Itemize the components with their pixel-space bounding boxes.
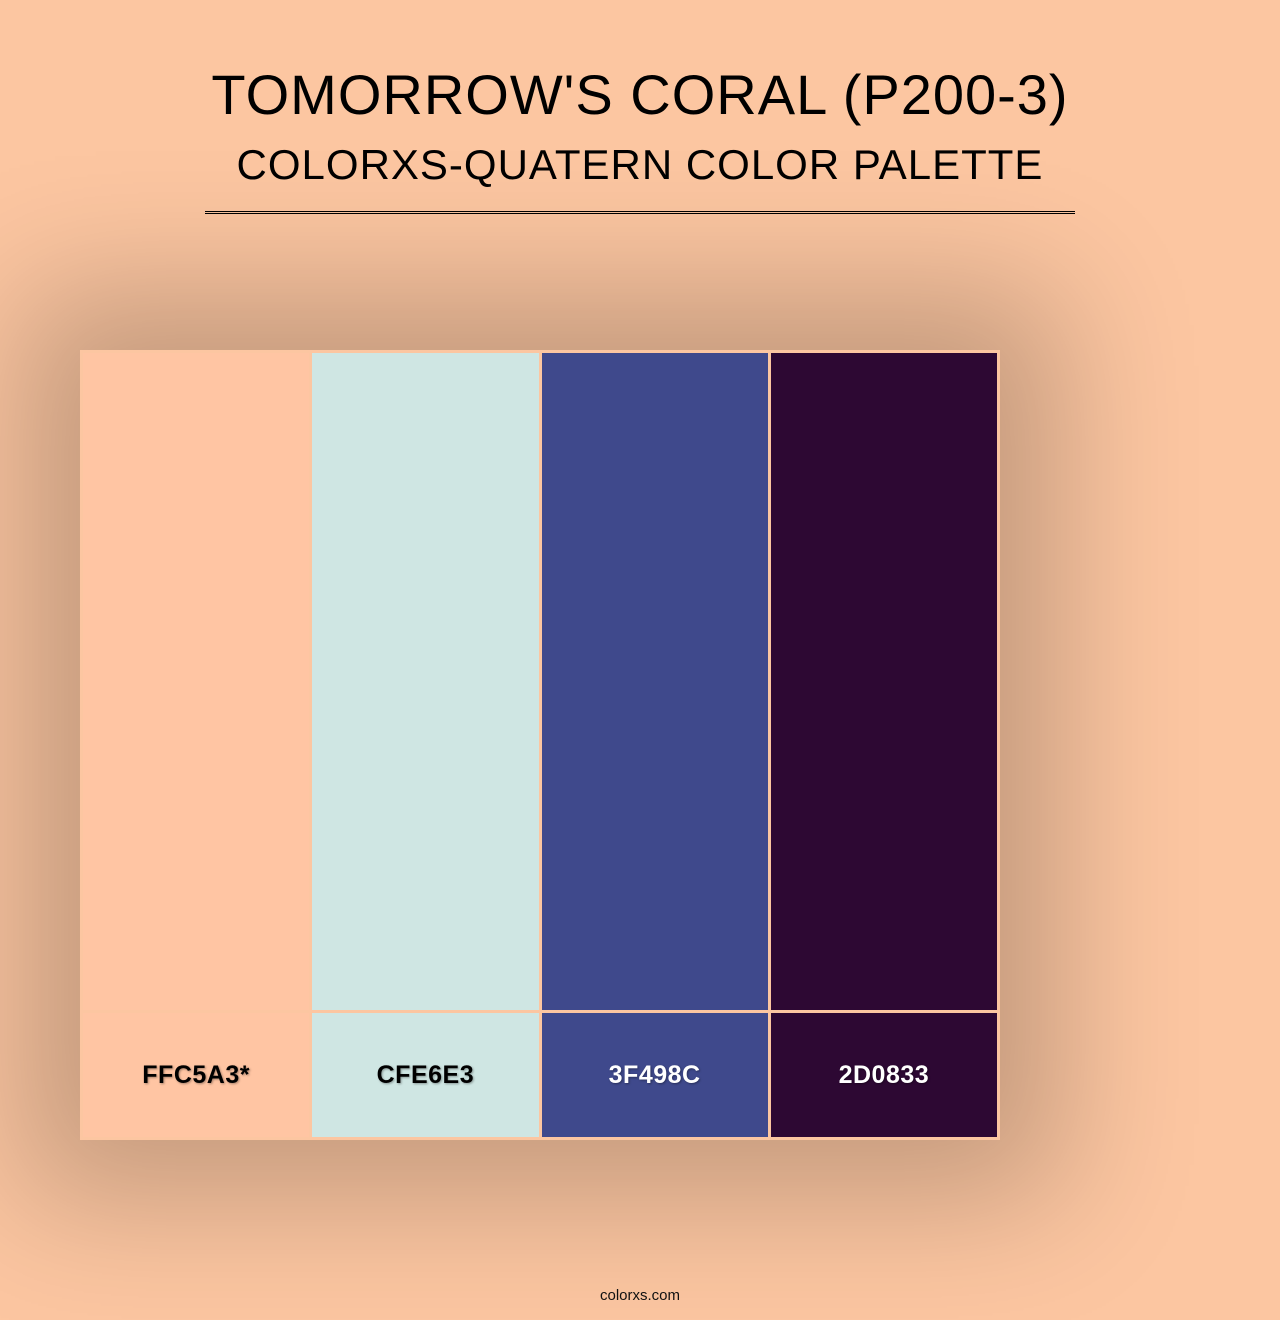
palette-subtitle: COLORXS-QUATERN COLOR PALETTE (0, 141, 1280, 189)
swatch-row (80, 350, 1000, 1010)
palette-title: TOMORROW'S CORAL (P200-3) (0, 62, 1280, 127)
label-row: FFC5A3* CFE6E3 3F498C 2D0833 (80, 1010, 1000, 1140)
header: TOMORROW'S CORAL (P200-3) COLORXS-QUATER… (0, 0, 1280, 215)
swatch-2 (542, 353, 768, 1010)
swatch-3 (771, 353, 997, 1010)
swatch-label-3: 2D0833 (771, 1013, 997, 1137)
swatch-1 (312, 353, 538, 1010)
footer-credit: colorxs.com (0, 1287, 1280, 1304)
swatch-label-0: FFC5A3* (83, 1013, 309, 1137)
swatch-label-1: CFE6E3 (312, 1013, 538, 1137)
title-divider (205, 211, 1075, 215)
palette-card: FFC5A3* CFE6E3 3F498C 2D0833 (80, 350, 1000, 1140)
swatch-label-2: 3F498C (542, 1013, 768, 1137)
swatch-0 (83, 353, 309, 1010)
